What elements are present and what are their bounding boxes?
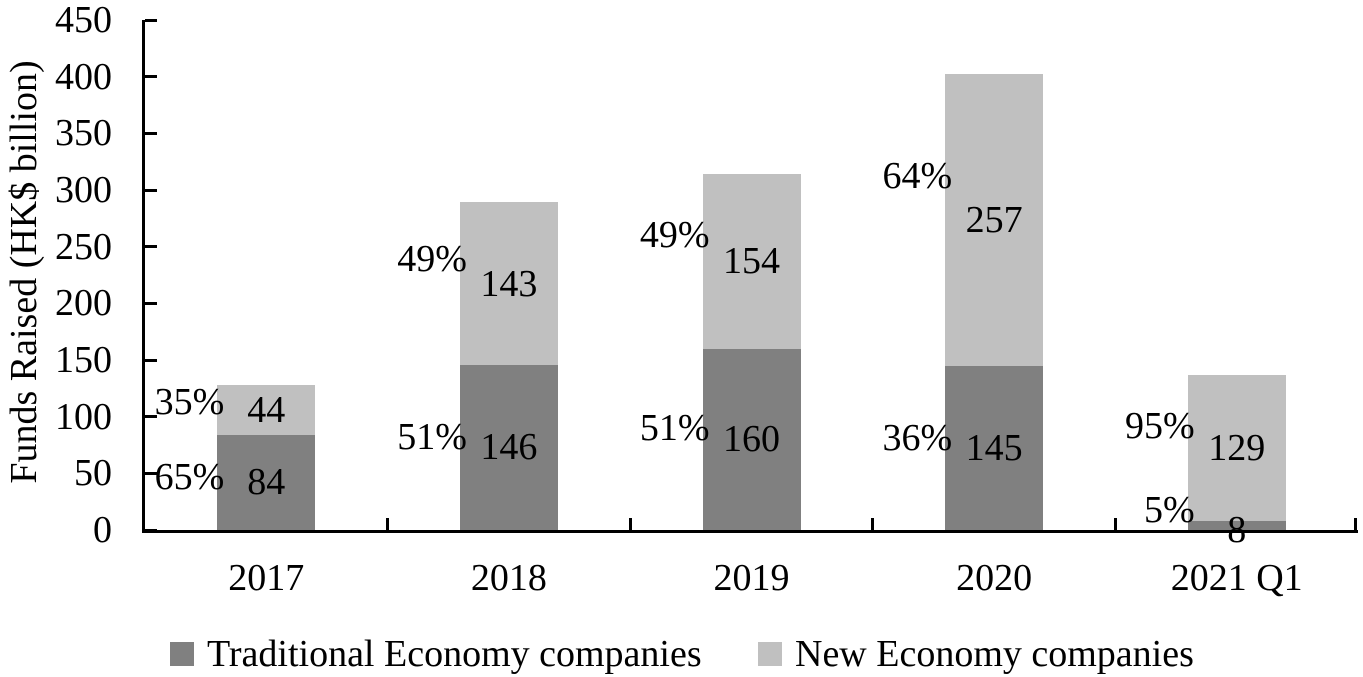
pct-label-2018-traditional: 51%: [397, 416, 467, 459]
x-tick-mark: [386, 518, 390, 530]
value-label-2020-new: 257: [965, 199, 1023, 242]
value-label-2018-traditional: 146: [480, 426, 538, 469]
y-tick-mark: [145, 18, 157, 22]
legend-label-traditional: Traditional Economy companies: [207, 633, 702, 675]
bar-2019-new: [702, 174, 801, 349]
pct-label-2018-new: 49%: [397, 238, 467, 281]
x-axis-label-2020: 2020: [956, 557, 1033, 599]
legend-swatch-new-icon: [758, 642, 782, 666]
value-label-2019-traditional: 160: [723, 418, 780, 461]
bar-2018-new: [459, 202, 558, 365]
bar-2017-traditional: [217, 434, 316, 530]
y-tick-mark: [145, 188, 157, 192]
y-tick-label: 200: [55, 282, 112, 325]
y-tick-mark: [145, 471, 157, 475]
bar-2018-traditional: [459, 364, 558, 530]
pct-label-2021-q1-traditional: 5%: [1144, 488, 1195, 531]
pct-label-2019-traditional: 51%: [639, 407, 710, 450]
x-axis-label-2019: 2019: [713, 557, 790, 599]
y-tick-mark: [145, 358, 157, 362]
bar-2019-traditional: [702, 348, 801, 530]
y-tick-label: 50: [74, 452, 112, 495]
x-axis-label-2017: 2017: [228, 557, 305, 599]
value-label-2020-traditional: 145: [965, 426, 1023, 469]
x-tick-mark: [628, 518, 632, 530]
y-tick-label: 0: [93, 509, 112, 551]
bar-2021-q1-traditional: [1187, 520, 1286, 530]
bar-2017-new: [217, 384, 316, 435]
value-label-2021-q1-new: 129: [1208, 426, 1266, 469]
y-tick-mark: [145, 75, 157, 79]
y-tick-label: 300: [55, 169, 112, 211]
x-tick-mark: [1113, 518, 1117, 530]
pct-label-2017-traditional: 65%: [154, 455, 225, 498]
y-tick-mark: [145, 131, 157, 135]
x-axis-label-2021-q1: 2021 Q1: [1170, 557, 1303, 599]
bar-2020-new: [945, 74, 1044, 366]
y-tick-label: 100: [55, 395, 112, 438]
y-tick-mark: [145, 301, 157, 305]
x-axis-label-2018: 2018: [470, 557, 547, 599]
y-tick-label: 350: [55, 112, 112, 155]
pct-label-2021-q1-new: 95%: [1125, 404, 1195, 447]
x-tick-mark: [1353, 518, 1357, 530]
y-tick-label: 450: [55, 0, 112, 41]
legend-label-new: New Economy companies: [795, 633, 1194, 675]
y-tick-label: 250: [55, 225, 112, 268]
pct-label-2020-new: 64%: [882, 155, 953, 198]
pct-label-2020-traditional: 36%: [882, 416, 953, 459]
bar-2020-traditional: [945, 365, 1044, 530]
plot-area: 84 65% 44 35% 146 51% 143 49% 160 51% 154 49% 145 36%…: [142, 18, 1358, 549]
legend-swatch-traditional-icon: [170, 642, 194, 666]
legend-item-new: New Economy companies: [758, 634, 1194, 674]
value-label-2018-new: 143: [480, 262, 538, 305]
y-tick-label: 400: [55, 55, 112, 98]
value-label-2017-new: 44: [247, 388, 286, 431]
bar-2021-q1-new: [1187, 374, 1286, 521]
pct-label-2019-new: 49%: [639, 214, 710, 257]
y-tick-mark: [145, 415, 157, 419]
value-label-2019-new: 154: [723, 240, 780, 283]
value-label-2021-q1-traditional: 8: [1227, 509, 1247, 551]
y-tick-mark: [145, 528, 157, 532]
y-tick-label: 150: [55, 339, 112, 381]
legend-item-traditional: Traditional Economy companies: [170, 634, 702, 674]
x-tick-mark: [871, 518, 875, 530]
value-label-2017-traditional: 84: [247, 461, 286, 504]
pct-label-2017-new: 35%: [154, 381, 225, 424]
y-tick-mark: [145, 245, 157, 249]
